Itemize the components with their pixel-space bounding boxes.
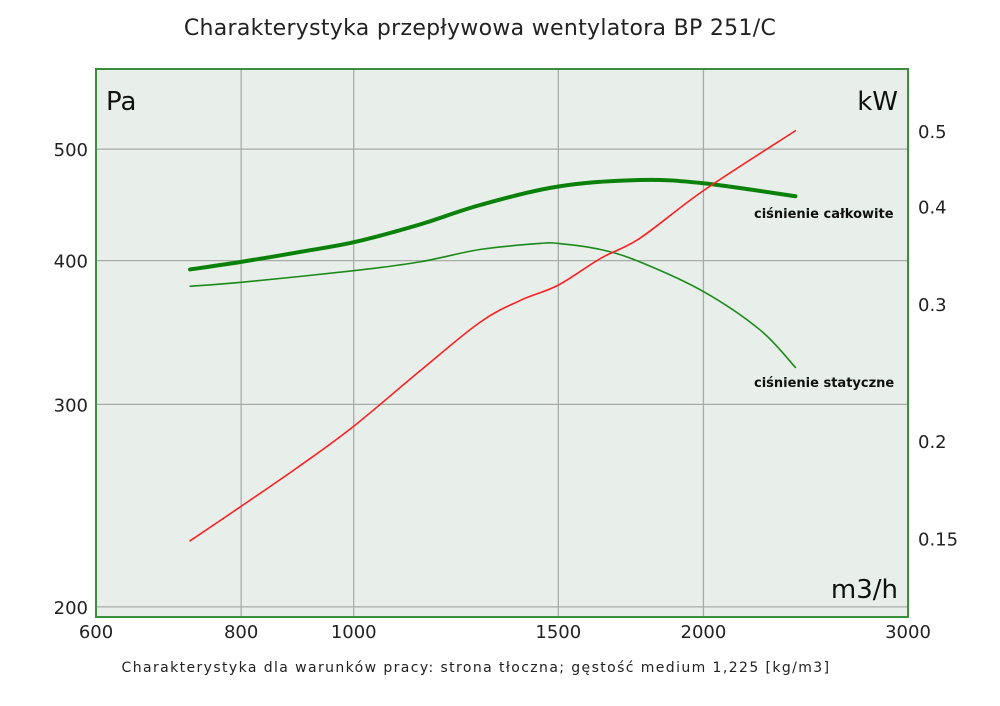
y2-tick-label: 0.2 <box>918 432 947 453</box>
y2-tick-label: 0.3 <box>918 295 947 316</box>
y-tick-label: 200 <box>54 598 88 619</box>
x-tick-label: 600 <box>79 622 113 643</box>
x-axis-unit-label: m3/h <box>831 575 898 605</box>
total-pressure-label: ciśnienie całkowite <box>754 207 894 222</box>
y2-tick-label: 0.15 <box>918 530 958 551</box>
x-tick-label: 800 <box>224 622 258 643</box>
total-pressure-curve <box>188 177 798 272</box>
y2-tick-label: 0.4 <box>918 197 947 218</box>
x-tick-label: 3000 <box>885 622 931 643</box>
chart-title: Charakterystyka przepływowa wentylatora … <box>183 16 777 41</box>
y-tick-label: 300 <box>54 395 88 416</box>
x-tick-label: 1500 <box>535 622 581 643</box>
y2-tick-label: 0.5 <box>918 122 947 143</box>
y-tick-label: 500 <box>54 140 88 161</box>
y-tick-label: 400 <box>54 252 88 273</box>
chart-footer: Charakterystyka dla warunków pracy: stro… <box>121 660 831 676</box>
static-pressure-label: ciśnienie statyczne <box>754 376 894 391</box>
curves <box>188 129 798 542</box>
x-tick-label: 1000 <box>331 622 377 643</box>
ticks: 600 800 1000 1500 2000 3000 500 400 300 200 0.5 0.4… <box>54 122 958 643</box>
static-pressure-curve <box>189 241 797 369</box>
plot-frame <box>95 68 909 618</box>
y-axis-unit-label: Pa <box>106 87 136 117</box>
y2-axis-unit-label: kW <box>857 87 898 117</box>
grid <box>96 69 908 617</box>
x-tick-label: 2000 <box>681 622 727 643</box>
plot-area <box>96 69 908 617</box>
power-curve <box>189 129 797 542</box>
